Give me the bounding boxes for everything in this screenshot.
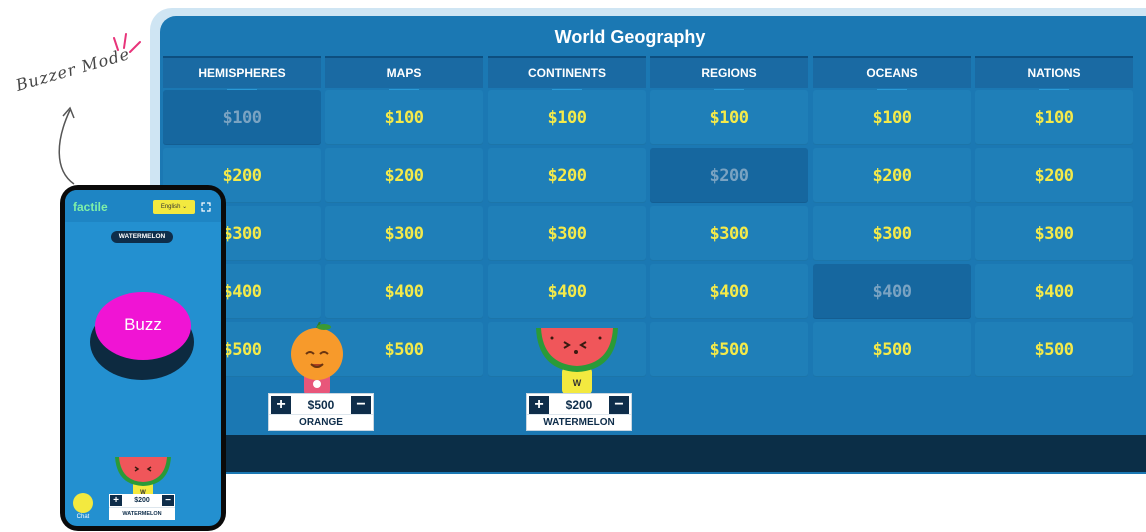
- add-points-button[interactable]: +: [110, 495, 122, 506]
- svg-text:W: W: [573, 378, 582, 388]
- question-cell-continents-100[interactable]: $100: [488, 90, 646, 145]
- phone-score-plate: + $200 − WATERMELON: [109, 494, 175, 520]
- player-name: WATERMELON: [109, 507, 175, 520]
- category-regions: REGIONS: [650, 56, 808, 92]
- question-cell-maps-200[interactable]: $200: [325, 148, 483, 203]
- player-score-plate-orange: + $500 − ORANGE: [268, 393, 374, 431]
- phone-header: [65, 190, 221, 222]
- subtract-points-button[interactable]: −: [609, 396, 629, 414]
- buzz-button[interactable]: Buzz: [95, 292, 191, 360]
- question-cell-nations-300[interactable]: $300: [975, 206, 1133, 261]
- player-name-badge: WATERMELON: [111, 231, 173, 243]
- question-cell-maps-100[interactable]: $100: [325, 90, 483, 145]
- category-nations: NATIONS: [975, 56, 1133, 92]
- player-score: $500: [307, 398, 335, 412]
- question-cell-maps-400[interactable]: $400: [325, 264, 483, 319]
- player-score-plate-watermelon: + $200 − WATERMELON: [526, 393, 632, 431]
- watermelon-avatar: W: [536, 328, 618, 394]
- chat-label: Chat: [76, 514, 90, 520]
- question-cell-oceans-400[interactable]: $400: [813, 264, 971, 319]
- language-select[interactable]: English ⌄: [153, 200, 195, 214]
- question-cell-continents-400[interactable]: $400: [488, 264, 646, 319]
- board-footer: [224, 435, 1146, 472]
- question-cell-continents-300[interactable]: $300: [488, 206, 646, 261]
- subtract-points-button[interactable]: −: [351, 396, 371, 414]
- category-continents: CONTINENTS: [488, 56, 646, 92]
- question-cell-regions-100[interactable]: $100: [650, 90, 808, 145]
- question-cell-regions-200[interactable]: $200: [650, 148, 808, 203]
- category-maps: MAPS: [325, 56, 483, 92]
- chat-icon[interactable]: [73, 493, 93, 513]
- curved-arrow-icon: [58, 106, 75, 185]
- add-points-button[interactable]: +: [271, 396, 291, 414]
- category-oceans: OCEANS: [813, 56, 971, 92]
- subtract-points-button[interactable]: −: [162, 495, 174, 506]
- question-cell-nations-100[interactable]: $100: [975, 90, 1133, 145]
- question-cell-nations-200[interactable]: $200: [975, 148, 1133, 203]
- fullscreen-icon[interactable]: [201, 202, 211, 212]
- svg-text:W: W: [140, 490, 146, 496]
- sparkle-icon: [113, 33, 141, 53]
- category-hemispheres: HEMISPHERES: [163, 56, 321, 92]
- question-cell-regions-300[interactable]: $300: [650, 206, 808, 261]
- phone-screen: factile English ⌄ WATERMELON Buzz W Chat…: [65, 190, 221, 526]
- question-cell-regions-400[interactable]: $400: [650, 264, 808, 319]
- player-name: ORANGE: [269, 414, 373, 430]
- factile-logo: factile: [73, 200, 108, 214]
- add-points-button[interactable]: +: [529, 396, 549, 414]
- question-cell-hemispheres-100[interactable]: $100: [163, 90, 321, 145]
- question-cell-nations-400[interactable]: $400: [975, 264, 1133, 319]
- watermelon-avatar: W: [115, 457, 171, 497]
- question-cell-maps-300[interactable]: $300: [325, 206, 483, 261]
- game-board: World Geography HEMISPHERES MAPS CONTINE…: [160, 16, 1146, 474]
- question-cell-maps-500[interactable]: $500: [325, 322, 483, 377]
- question-cell-oceans-100[interactable]: $100: [813, 90, 971, 145]
- question-cell-oceans-500[interactable]: $500: [813, 322, 971, 377]
- player-score: $200: [565, 398, 593, 412]
- question-cell-regions-500[interactable]: $500: [650, 322, 808, 377]
- orange-avatar: [291, 322, 343, 396]
- board-title: World Geography: [554, 27, 706, 47]
- question-cell-oceans-200[interactable]: $200: [813, 148, 971, 203]
- player-name: WATERMELON: [527, 414, 631, 430]
- category-row: HEMISPHERES MAPS CONTINENTS REGIONS OCEA…: [160, 56, 1146, 102]
- question-cell-nations-500[interactable]: $500: [975, 322, 1133, 377]
- question-cell-continents-200[interactable]: $200: [488, 148, 646, 203]
- question-cell-oceans-300[interactable]: $300: [813, 206, 971, 261]
- player-score: $200: [134, 497, 150, 504]
